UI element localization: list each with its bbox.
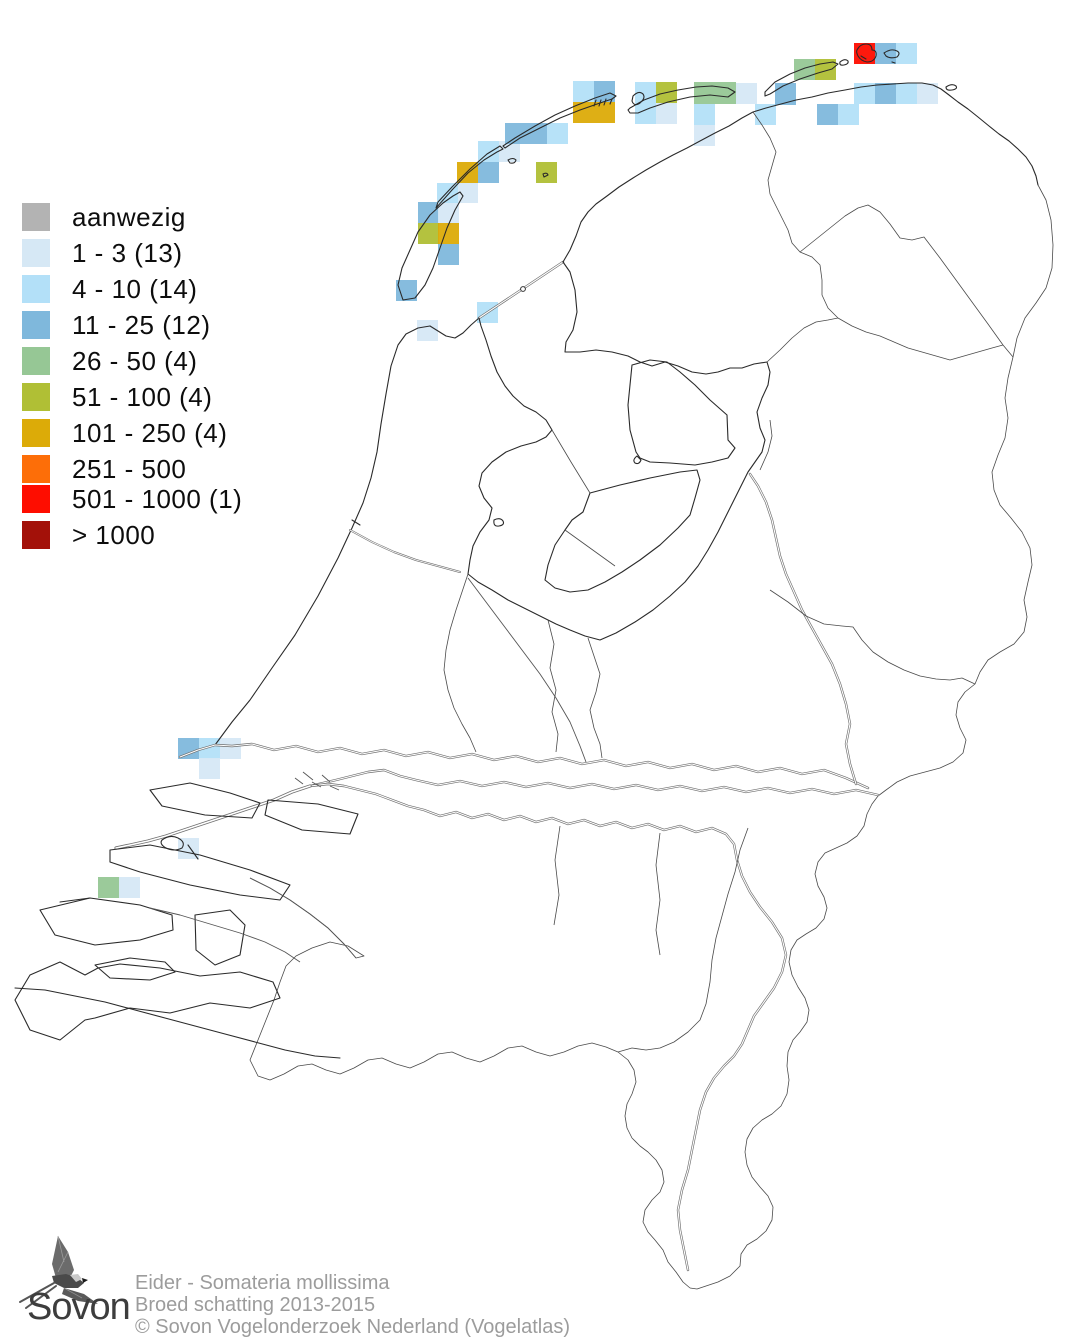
legend: aanwezig 1 - 3 (13) 4 - 10 (14) 11 - 25 (12… — [22, 201, 243, 557]
legend-item: 501 - 1000 (1) — [22, 483, 243, 514]
legend-label: 51 - 100 (4) — [72, 381, 213, 412]
grid-square — [119, 877, 140, 898]
sovon-logo-text: Sovon — [27, 1286, 131, 1328]
legend-item: 26 - 50 (4) — [22, 345, 242, 376]
grid-square — [438, 244, 459, 265]
grid-square — [199, 738, 220, 759]
legend-swatch — [22, 275, 50, 303]
legend-label: 11 - 25 (12) — [72, 309, 211, 340]
legend-swatch — [22, 521, 50, 549]
legend-swatch — [22, 383, 50, 411]
delta-region — [14, 782, 359, 1059]
legend-item: > 1000 — [22, 519, 242, 550]
grid-square — [896, 83, 917, 104]
province-borders — [443, 111, 1014, 1053]
legend-swatch — [22, 485, 50, 513]
grid-square — [854, 43, 875, 64]
grid-square — [178, 738, 199, 759]
grid-square — [854, 83, 875, 104]
grid-square — [694, 82, 736, 104]
grid-square — [755, 104, 776, 125]
grid-square — [438, 202, 459, 223]
legend-item: 11 - 25 (12) — [22, 309, 242, 340]
coastline-layer — [214, 82, 1054, 1290]
caption-copyright: © Sovon Vogelonderzoek Nederland (Vogela… — [135, 1316, 571, 1338]
grid-square — [220, 738, 241, 759]
legend-label: > 1000 — [72, 519, 156, 550]
grid-square — [896, 43, 917, 64]
legend-item: 51 - 100 (4) — [22, 381, 242, 412]
legend-item: 1 - 3 (13) — [22, 237, 242, 268]
grid-square — [875, 83, 896, 104]
grid-square — [458, 183, 478, 203]
grid-square — [875, 43, 896, 64]
caption: Eider - Somateria mollissima Broed schat… — [135, 1272, 570, 1338]
legend-swatch — [22, 203, 50, 231]
grid-square — [656, 103, 677, 124]
grid-square — [917, 83, 938, 104]
grid-square — [199, 758, 220, 779]
legend-swatch — [22, 239, 50, 267]
legend-swatch — [22, 311, 50, 339]
grid-square — [838, 104, 859, 125]
grid-square — [817, 104, 838, 125]
grid-square — [736, 83, 757, 104]
caption-species: Eider - Somateria mollissima — [135, 1272, 390, 1294]
grid-square — [775, 83, 796, 105]
grid-square — [499, 141, 520, 162]
legend-label: 1 - 3 (13) — [72, 237, 183, 268]
grid-square — [438, 223, 459, 244]
legend-label: 4 - 10 (14) — [72, 273, 198, 304]
caption-period: Broed schatting 2013-2015 — [135, 1294, 376, 1316]
legend-label: 251 - 500 — [72, 453, 187, 484]
legend-item: 4 - 10 (14) — [22, 273, 242, 304]
legend-swatch — [22, 347, 50, 375]
grid-square — [694, 104, 715, 125]
sovon-logo — [19, 1235, 98, 1309]
grid-square — [794, 59, 815, 80]
legend-label: 101 - 250 (4) — [72, 417, 228, 448]
legend-swatch — [22, 419, 50, 447]
legend-label: 26 - 50 (4) — [72, 345, 198, 376]
grid-square — [536, 162, 557, 183]
legend-item: 251 - 500 — [22, 453, 242, 484]
legend-label: aanwezig — [72, 201, 186, 232]
grid-square — [547, 123, 568, 144]
grid-square — [694, 125, 715, 146]
grid-square — [418, 223, 439, 244]
grid-square — [417, 320, 438, 341]
rivers-layer — [114, 472, 880, 1272]
grid-square — [418, 202, 439, 223]
legend-item: aanwezig — [22, 201, 242, 232]
grid-square — [573, 81, 594, 102]
grid-square — [478, 162, 499, 183]
legend-item: 101 - 250 (4) — [22, 417, 242, 448]
legend-label: 501 - 1000 (1) — [72, 483, 243, 514]
swallow-icon — [19, 1235, 98, 1309]
grid-square — [98, 877, 119, 898]
grid-square — [573, 102, 615, 123]
grid-square — [505, 123, 526, 144]
polder-outlines — [544, 359, 736, 593]
wadden-islands — [397, 43, 900, 301]
legend-swatch — [22, 455, 50, 483]
